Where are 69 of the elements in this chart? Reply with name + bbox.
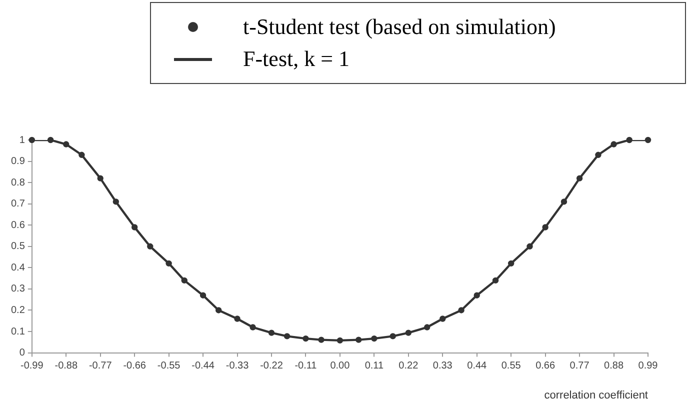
y-tick-label: 0.6: [10, 220, 26, 231]
point: [250, 324, 256, 330]
point: [626, 136, 632, 144]
y-tick-label: 0.3: [10, 284, 26, 295]
x-tick-label: -0.22: [260, 360, 284, 372]
x-tick-label: -0.55: [157, 360, 181, 372]
x-tick-label: 0.44: [467, 360, 488, 372]
point: [112, 198, 120, 205]
point: [644, 136, 652, 144]
point: [166, 260, 172, 267]
point: [595, 152, 602, 158]
y-tick-label: 0.7: [10, 198, 26, 210]
y-tick-label: 1: [19, 134, 26, 146]
point: [440, 316, 446, 322]
y-tick-label: 0.5: [10, 241, 26, 252]
point: [147, 243, 154, 250]
x-tick-label: 0.00: [330, 360, 350, 372]
point: [560, 198, 568, 205]
x-tick-label: -0.44: [192, 360, 215, 372]
point: [78, 152, 85, 158]
point: [390, 333, 396, 340]
x-tick-label: 0.33: [432, 360, 453, 372]
point: [181, 277, 188, 284]
point: [47, 136, 54, 144]
x-tick-label: -0.33: [226, 360, 250, 372]
x-axis-title: correlation coefficient: [544, 389, 648, 402]
point: [405, 330, 412, 336]
x-tick-label: 0.11: [364, 360, 384, 372]
point: [474, 292, 480, 298]
x-tick-label: 0.22: [398, 360, 419, 372]
point: [371, 335, 378, 342]
legend-label: t-Student test (based on simulation): [243, 14, 556, 40]
point: [131, 224, 138, 230]
x-tick-label: 0.77: [570, 360, 590, 372]
point: [356, 336, 362, 343]
x-tick-label: 0.99: [638, 360, 658, 372]
x-tick-label: -0.66: [123, 360, 146, 372]
point: [576, 175, 583, 182]
point: [542, 224, 548, 230]
legend-label: F-test, k = 1: [243, 46, 350, 72]
point: [318, 336, 324, 343]
point: [526, 243, 533, 250]
point: [234, 316, 240, 322]
point: [200, 292, 206, 298]
x-tick-label: -0.77: [88, 360, 112, 372]
point: [97, 175, 104, 182]
x-tick-label: 0.55: [501, 360, 522, 372]
y-tick-label: 0.1: [10, 326, 26, 338]
point: [63, 141, 70, 148]
point: [424, 324, 430, 330]
point: [284, 333, 290, 340]
point: [492, 277, 499, 284]
y-tick-label: 0.4: [10, 262, 26, 274]
point: [508, 260, 514, 267]
point: [268, 330, 275, 336]
x-tick-label: 0.66: [536, 360, 556, 372]
point: [336, 337, 344, 344]
point: [458, 307, 464, 314]
y-tick-label: 0.9: [10, 156, 26, 168]
y-tick-label: 0.8: [10, 177, 26, 188]
point: [302, 335, 309, 342]
point: [610, 141, 617, 148]
y-tick-label: 0.2: [10, 304, 26, 316]
y-tick-label: 0: [19, 348, 26, 359]
x-tick-label: -0.99: [20, 360, 44, 372]
point: [216, 307, 222, 314]
x-tick-label: -0.88: [54, 360, 78, 372]
x-tick-label: 0.88: [604, 360, 624, 372]
x-tick-label: -0.11: [294, 360, 318, 372]
